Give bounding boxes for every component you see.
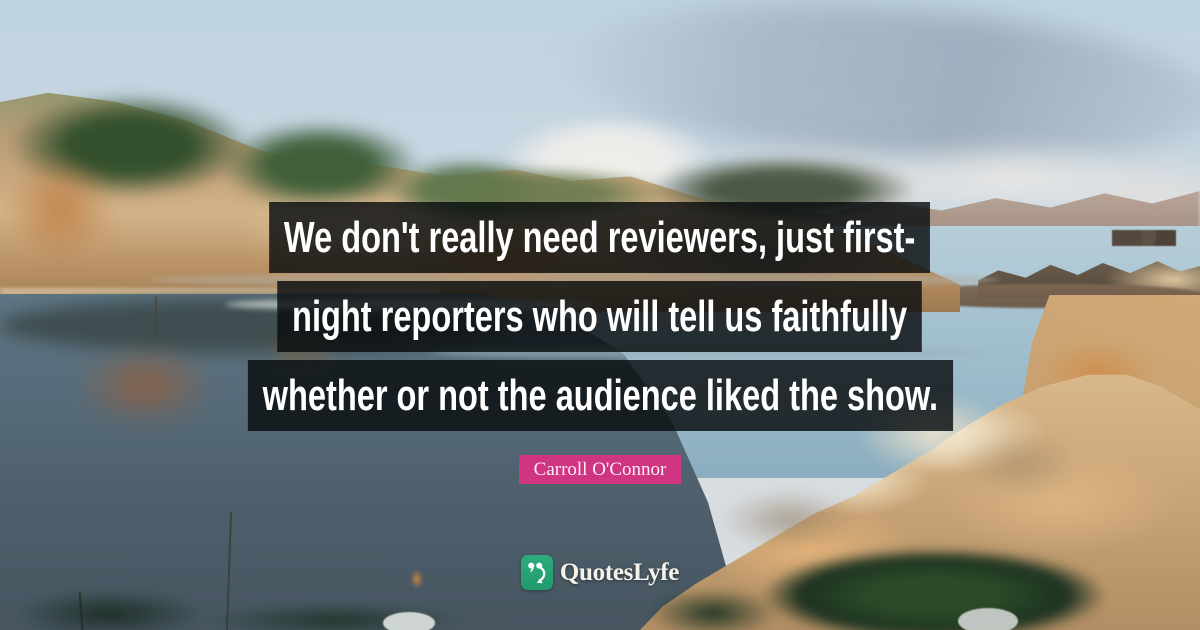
- rock-shadow: [940, 420, 1100, 510]
- grass-reflection: [50, 328, 240, 443]
- author-badge: Carroll O'Connor: [518, 455, 682, 484]
- quote-line-3: whether or not the audience liked the sh…: [247, 360, 953, 431]
- quote-line-1: We don't really need reviewers, just fir…: [269, 202, 931, 273]
- quote-line-2: night reporters who will tell us faithfu…: [277, 281, 923, 352]
- dry-grass-left: [0, 135, 135, 285]
- bottom-plants: [165, 598, 505, 630]
- white-stone: [958, 608, 1018, 630]
- quoteslyfe-logo-text: QuotesLyfe: [559, 558, 680, 586]
- quoteslyfe-logo: QuotesLyfe: [0, 555, 1200, 590]
- foreground-bush: [628, 580, 798, 630]
- reed: [155, 296, 157, 338]
- white-stone: [383, 612, 435, 630]
- quote-block: We don't really need reviewers, just fir…: [0, 202, 1200, 484]
- stones-in-water: [1112, 230, 1176, 246]
- quoteslyfe-quote-icon: [520, 555, 553, 590]
- orange-flower: [408, 566, 426, 592]
